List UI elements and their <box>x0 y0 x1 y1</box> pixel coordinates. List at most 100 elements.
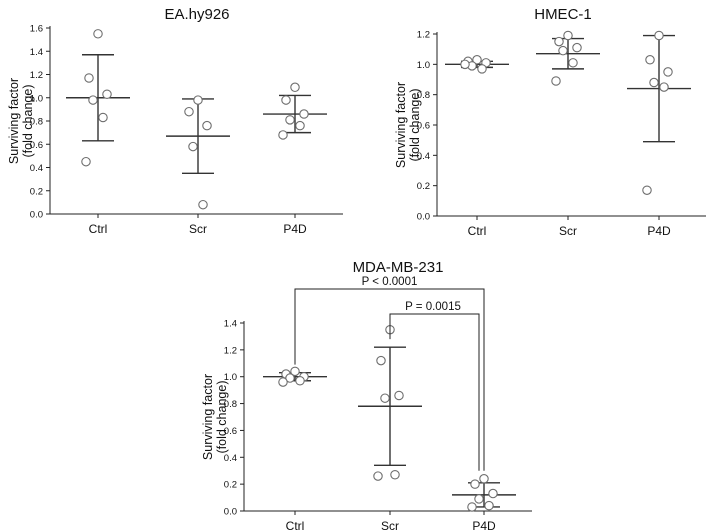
y-axis-label-line: Surviving factor <box>394 82 408 168</box>
data-point <box>642 185 652 195</box>
data-point <box>188 141 198 152</box>
y-tick-label: 0.0 <box>30 210 43 221</box>
x-tick-label: Ctrl <box>286 519 305 530</box>
y-tick-label: 1.0 <box>417 60 430 71</box>
data-point <box>202 120 212 131</box>
y-tick-label: 0.2 <box>417 181 430 192</box>
data-point <box>484 500 494 511</box>
data-point <box>373 471 383 481</box>
data-point <box>376 355 386 366</box>
data-point <box>184 106 194 117</box>
data-point <box>81 156 91 167</box>
data-point <box>299 109 309 119</box>
data-point <box>649 77 659 88</box>
y-tick-label: 0.6 <box>224 426 237 437</box>
data-point <box>390 469 400 480</box>
y-tick-label: 1.4 <box>30 47 43 58</box>
panel-ea-hy926: EA.hy926 Surviving factor(fold change) 0.0… <box>7 6 343 236</box>
y-axis-label-line: (fold change) <box>215 381 229 454</box>
panel-hmec-1: HMEC-1 Surviving factor(fold change) 0.0 0.… <box>394 6 706 238</box>
data-point <box>477 64 487 74</box>
data-point <box>380 393 390 403</box>
data-point <box>488 488 498 499</box>
y-tick-label: 1.6 <box>30 24 43 35</box>
y-axis-label-line: (fold change) <box>408 89 422 162</box>
y-tick-label: 0.4 <box>30 163 43 174</box>
data-point <box>198 199 208 210</box>
data-point <box>645 55 655 65</box>
y-axis-label: Surviving factor(fold change) <box>201 374 229 460</box>
y-tick-label: 1.0 <box>30 93 43 104</box>
data-point <box>663 67 673 77</box>
data-point <box>102 89 112 100</box>
y-tick-label: 0.4 <box>224 453 237 464</box>
x-tick-label: Scr <box>189 222 207 236</box>
y-tick-label: 1.0 <box>224 372 237 383</box>
y-axis-label: Surviving factor(fold change) <box>394 82 422 168</box>
data-point <box>93 29 103 39</box>
data-point <box>558 45 568 56</box>
y-tick-label: 0.2 <box>224 480 237 491</box>
data-point <box>290 82 300 93</box>
x-tick-label: Ctrl <box>89 222 108 236</box>
data-point <box>98 112 108 123</box>
data-point <box>295 120 305 131</box>
data-point <box>572 42 582 53</box>
x-tick-label: P4D <box>472 519 496 530</box>
data-point <box>193 95 203 105</box>
y-axis-label-line: Surviving factor <box>7 78 21 164</box>
data-point <box>285 373 295 383</box>
y-tick-label: 0.4 <box>417 151 430 162</box>
y-tick-label: 0.0 <box>417 212 430 223</box>
x-tick-label: Ctrl <box>468 224 487 238</box>
data-point <box>472 55 482 65</box>
chart-title: MDA-MB-231 <box>353 259 444 276</box>
chart-title: EA.hy926 <box>164 6 229 23</box>
y-tick-label: 1.4 <box>224 319 237 330</box>
data-point <box>568 58 578 68</box>
y-tick-label: 0.0 <box>224 507 237 518</box>
data-point <box>479 474 489 484</box>
x-tick-label: P4D <box>283 222 307 236</box>
data-point <box>278 377 288 387</box>
data-point <box>281 95 291 105</box>
significance-bracket <box>389 313 480 471</box>
y-tick-label: 0.6 <box>417 121 430 132</box>
data-point <box>278 130 288 140</box>
y-tick-label: 0.8 <box>417 90 430 101</box>
y-tick-label: 0.8 <box>224 399 237 410</box>
y-tick-label: 1.2 <box>224 345 237 356</box>
data-point <box>467 502 477 512</box>
significance-bracket <box>294 288 485 471</box>
data-point <box>88 95 98 105</box>
significance-label: P = 0.0015 <box>405 301 461 313</box>
chart-title: HMEC-1 <box>534 6 592 23</box>
data-point <box>290 366 300 377</box>
data-point <box>659 82 669 92</box>
y-axis-label: Surviving factor(fold change) <box>7 78 35 164</box>
data-point <box>470 479 480 489</box>
y-axis-label-line: (fold change) <box>21 85 35 158</box>
data-point <box>551 76 561 86</box>
y-tick-label: 0.6 <box>30 140 43 151</box>
data-point <box>554 36 564 47</box>
y-tick-label: 1.2 <box>417 30 430 41</box>
x-tick-label: P4D <box>647 224 671 238</box>
data-point <box>460 59 470 70</box>
data-point <box>84 73 94 83</box>
y-tick-label: 0.2 <box>30 186 43 197</box>
significance-label: P < 0.0001 <box>362 276 418 288</box>
y-tick-label: 0.8 <box>30 117 43 128</box>
y-tick-label: 1.2 <box>30 70 43 81</box>
data-point <box>474 494 484 504</box>
data-point <box>654 30 664 41</box>
x-tick-label: Scr <box>381 519 399 530</box>
x-tick-label: Scr <box>559 224 577 238</box>
data-point <box>394 390 404 401</box>
data-point <box>563 30 573 41</box>
data-point <box>285 115 295 125</box>
y-axis-label-line: Surviving factor <box>201 374 215 460</box>
data-point <box>295 375 305 386</box>
